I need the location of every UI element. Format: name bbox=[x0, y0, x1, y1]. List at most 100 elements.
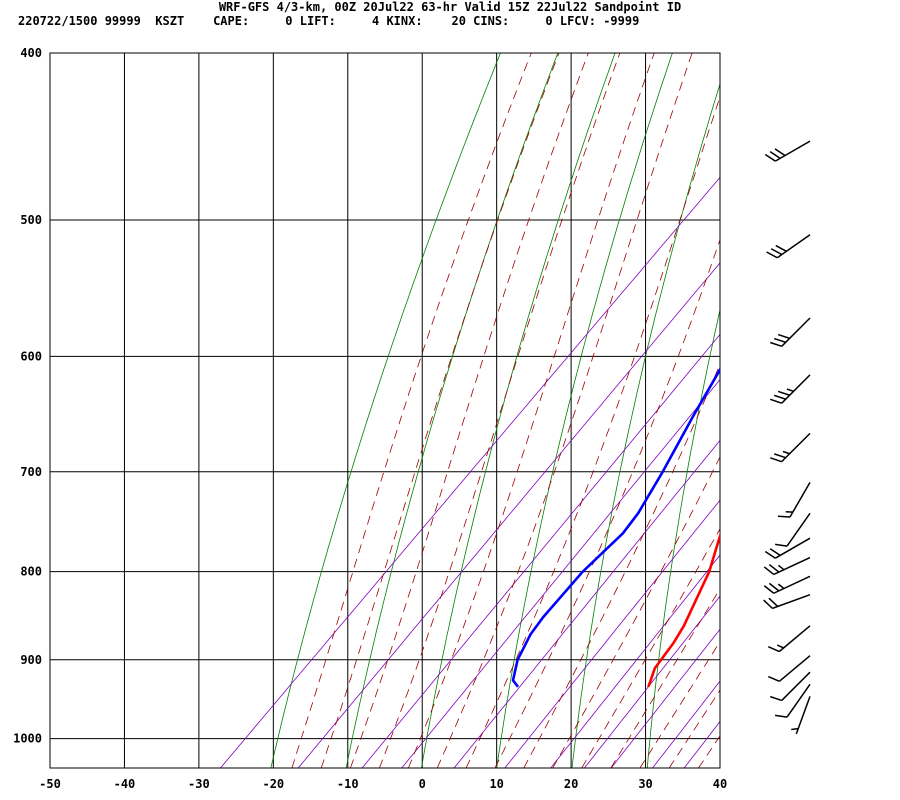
wind-barb-feather bbox=[777, 583, 785, 590]
plot-frame bbox=[49, 52, 721, 769]
wind-barb-staff bbox=[778, 625, 811, 653]
wind-barb-feather bbox=[774, 148, 786, 157]
wind-barb-feather bbox=[775, 244, 787, 252]
x-tick-label: 0 bbox=[419, 777, 426, 791]
mixing-ratio-line bbox=[220, 176, 720, 768]
pressure-tick-label: 400 bbox=[20, 46, 42, 60]
wind-barb-feather bbox=[777, 333, 790, 340]
wind-barb-feather bbox=[773, 453, 786, 459]
wind-barb-staff bbox=[774, 537, 811, 559]
dry-adiabat bbox=[798, 53, 900, 768]
wind-barb bbox=[770, 671, 811, 702]
wind-barbs bbox=[763, 140, 811, 735]
dewpoint-profile bbox=[511, 366, 720, 688]
mixing-ratio-line bbox=[297, 262, 720, 768]
wind-barb-feather bbox=[786, 388, 794, 392]
moist-adiabat bbox=[379, 53, 621, 768]
wind-barb bbox=[767, 625, 811, 653]
mixing-ratio-line bbox=[361, 333, 720, 768]
wind-barb bbox=[791, 696, 811, 735]
pressure-tick-label: 900 bbox=[20, 653, 42, 667]
wind-barb-staff bbox=[772, 593, 811, 610]
wind-barb bbox=[763, 593, 811, 610]
wind-barb-feather bbox=[770, 457, 782, 463]
mixing-ratio-line bbox=[453, 439, 720, 768]
pressure-tick-label: 500 bbox=[20, 213, 42, 227]
x-tick-label: 40 bbox=[713, 777, 727, 791]
pressure-grid bbox=[50, 52, 720, 740]
dry-adiabat bbox=[421, 53, 616, 768]
wind-barb-staff bbox=[786, 512, 811, 547]
wind-barb bbox=[770, 374, 811, 404]
mixing-ratio-line bbox=[584, 595, 720, 768]
x-tick-label: -20 bbox=[262, 777, 284, 791]
moist-adiabat bbox=[581, 527, 720, 768]
wind-barb-staff bbox=[781, 317, 811, 347]
dry-adiabat bbox=[345, 53, 559, 768]
wind-barb-feather bbox=[777, 564, 785, 571]
moist-adiabat bbox=[610, 587, 720, 768]
wind-barb-feather bbox=[776, 644, 784, 649]
wind-barb-feather bbox=[769, 548, 781, 557]
wind-barb bbox=[766, 234, 811, 259]
moist-adiabat bbox=[350, 53, 589, 768]
moist-adiabat bbox=[523, 363, 720, 768]
wind-barb-staff bbox=[781, 374, 811, 404]
wind-barb-feather bbox=[768, 563, 780, 573]
wind-barb-feather bbox=[770, 341, 782, 348]
wind-barb-feather bbox=[767, 646, 780, 653]
x-tick-labels: -50 -40 -30 -20 -10 0 10 20 30 40 bbox=[39, 777, 727, 791]
wind-barb-feather bbox=[763, 566, 775, 576]
adiabat-overlays bbox=[220, 53, 900, 768]
dry-adiabat bbox=[873, 53, 900, 768]
mixing-ratio-line bbox=[683, 720, 720, 768]
pressure-tick-label: 800 bbox=[20, 565, 42, 579]
dry-adiabat bbox=[270, 53, 501, 768]
pressure-tick-labels: 400 500 600 700 800 900 1000 bbox=[13, 46, 42, 746]
wind-barb-feather bbox=[770, 248, 783, 256]
mixing-ratio-line bbox=[721, 53, 900, 768]
wind-barb-feather bbox=[777, 390, 790, 396]
x-tick-label: -40 bbox=[114, 777, 136, 791]
wind-barb-staff bbox=[781, 671, 811, 701]
wind-barb-feather bbox=[767, 675, 780, 683]
wind-barb bbox=[763, 575, 811, 594]
dry-adiabat bbox=[646, 308, 720, 768]
wind-barb-feather bbox=[764, 153, 776, 162]
wind-barb-staff bbox=[781, 432, 811, 463]
dry-adiabat bbox=[723, 53, 845, 768]
wind-barb bbox=[763, 556, 811, 576]
wind-barb-feather bbox=[791, 727, 799, 731]
x-tick-label: -50 bbox=[39, 777, 61, 791]
moist-adiabat bbox=[320, 53, 560, 768]
wind-barb-feather bbox=[775, 543, 788, 547]
wind-barb bbox=[770, 317, 811, 348]
dry-adiabat bbox=[496, 53, 673, 768]
pressure-tick-label: 1000 bbox=[13, 732, 42, 746]
wind-barb-feather bbox=[763, 599, 773, 609]
wind-barb-feather bbox=[770, 695, 782, 702]
moist-adiabat bbox=[728, 53, 900, 768]
wind-barb-feather bbox=[768, 582, 780, 592]
mixing-ratio-line bbox=[652, 680, 720, 768]
dry-adiabat bbox=[571, 82, 720, 768]
wind-barb-staff bbox=[795, 696, 811, 735]
wind-barb bbox=[770, 432, 811, 463]
pressure-tick-label: 700 bbox=[20, 465, 42, 479]
wind-barb-feather bbox=[766, 251, 778, 259]
wind-barb-staff bbox=[773, 575, 811, 594]
moist-adiabat bbox=[639, 640, 720, 768]
wind-barb-feather bbox=[763, 585, 775, 594]
wind-barb bbox=[764, 140, 811, 162]
wind-barb-staff bbox=[774, 140, 811, 162]
moist-adiabat bbox=[698, 735, 720, 768]
mixing-ratio-line bbox=[550, 554, 720, 768]
pressure-tick-label: 600 bbox=[20, 349, 42, 363]
wind-barb-feather bbox=[773, 337, 786, 344]
moist-adiabat bbox=[668, 689, 720, 768]
sounding-indices: 220722/1500 99999 KSZT CAPE: 0 LIFT: 4 K… bbox=[18, 14, 640, 28]
wind-barb-feather bbox=[773, 394, 786, 400]
wind-barb-staff bbox=[776, 234, 811, 259]
x-tick-label: 20 bbox=[564, 777, 578, 791]
